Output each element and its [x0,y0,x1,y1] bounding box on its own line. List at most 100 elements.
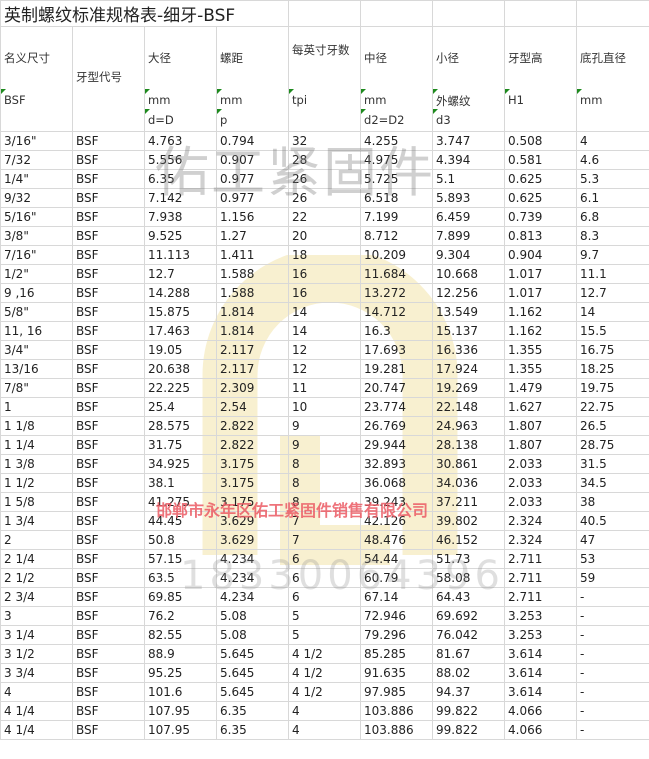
table-cell: 11, 16 [0,321,73,341]
table-cell: 99.822 [432,720,506,740]
table-cell: 17.693 [360,340,434,360]
table-row: 9/32 BSF 7.142 0.977 26 6.518 5.893 0.625 6.1 [0,188,649,208]
table-row: 1 5/8 BSF 41.275 3.175 8 39.243 37.211 2.033 38 [0,492,649,512]
table-cell: 8.712 [360,226,434,246]
table-cell: 1.479 [504,378,578,398]
header-symbol: d2=D2 [364,113,405,127]
table-cell: 94.37 [432,682,506,702]
table-row: 1/4" BSF 6.35 0.977 26 5.725 5.1 0.625 5.3 [0,169,649,189]
table-cell: 1.814 [215,321,290,341]
table-cell: 3.175 [215,454,290,474]
table-cell: 0.904 [504,245,578,265]
header-symbol: d3 [436,113,451,127]
table-cell: 4.763 [144,131,217,151]
table-cell: 24.963 [432,416,506,436]
table-cell: 95.25 [144,663,217,683]
table-cell: 19.281 [360,359,434,379]
table-row: 7/32 BSF 5.556 0.907 28 4.975 4.394 0.581 4.6 [0,150,649,170]
header-unit: tpi [292,93,308,107]
table-cell: 48.476 [360,530,434,550]
table-cell: 4 [0,682,73,702]
table-cell: 22 [288,207,362,227]
table-cell: 11 [288,378,362,398]
table-cell: 7/8" [0,378,73,398]
table-cell: 0.977 [215,188,290,208]
table-cell: BSF [72,549,145,569]
table-cell: 23.774 [360,397,434,417]
table-cell: BSF [72,359,145,379]
table-cell: 0.508 [504,131,578,151]
table-cell: 58.08 [432,568,506,588]
table-cell: 11.113 [144,245,217,265]
table-cell: 10.668 [432,264,506,284]
table-cell: 6 [288,549,362,569]
table-cell: 8 [288,473,362,493]
table-cell: 10.209 [360,245,434,265]
table-cell: 34.925 [144,454,217,474]
table-cell: 1 3/8 [0,454,73,474]
table-row: 4 BSF 101.6 5.645 4 1/2 97.985 94.37 3.614- [0,682,649,702]
table-cell: 4.394 [432,150,506,170]
table-cell: BSF [72,150,145,170]
table-cell: BSF [72,169,145,189]
table-cell: 5.556 [144,150,217,170]
table-cell: 34.5 [576,473,649,493]
header-unit: mm [148,93,171,107]
table-cell: 16 [288,264,362,284]
table-cell: 101.6 [144,682,217,702]
table-cell: BSF [72,492,145,512]
table-cell: 5.645 [215,682,290,702]
table-cell: 4.234 [215,549,290,569]
table-cell: BSF [72,226,145,246]
table-cell: 6.35 [215,701,290,721]
table-cell: 12.7 [576,283,649,303]
header-label: 每英寸牙数 [292,43,350,57]
table-cell: 1.355 [504,340,578,360]
table-cell: 38 [576,492,649,512]
table-cell: BSF [72,131,145,151]
table-cell: 1.588 [215,264,290,284]
table-cell: 4 1/4 [0,701,73,721]
table-cell: 6.459 [432,207,506,227]
comment-marker-icon [217,109,222,114]
table-cell: - [576,663,649,683]
table-cell: 60.79 [360,568,434,588]
table-cell: 51.73 [432,549,506,569]
table-row: 1 1/8 BSF 28.575 2.822 9 26.769 24.963 1.807 26.… [0,416,649,436]
header-unit: mm [580,93,603,107]
table-cell: 5.1 [432,169,506,189]
table-cell: BSF [72,473,145,493]
table-cell: 10 [288,397,362,417]
table-cell: 11.1 [576,264,649,284]
table-cell: 6 [288,587,362,607]
table-cell: BSF [72,701,145,721]
table-cell: - [576,720,649,740]
table-cell: 42.126 [360,511,434,531]
table-cell: 7.142 [144,188,217,208]
table-cell: 1.411 [215,245,290,265]
column-header: 中径 mm d2=D2 [360,26,434,132]
header-unit: 外螺纹 [436,94,471,108]
table-cell: 2 1/4 [0,549,73,569]
table-cell: 4 [288,701,362,721]
comment-marker-icon [1,89,6,94]
table-cell: BSF [72,321,145,341]
table-cell: 2.033 [504,473,578,493]
column-header: 小径 外螺纹 d3 [432,26,506,132]
table-cell: 6.8 [576,207,649,227]
table-cell: 5 [288,606,362,626]
comment-marker-icon [217,89,222,94]
table-cell: 4.234 [215,587,290,607]
table-cell: 40.5 [576,511,649,531]
table-cell: 14 [288,302,362,322]
table-cell: 6.518 [360,188,434,208]
table-cell: 6.35 [144,169,217,189]
table-cell: 14.288 [144,283,217,303]
header-label: 牙型高 [508,51,543,65]
header-unit: mm [220,93,243,107]
table-cell: 2.54 [215,397,290,417]
table-cell: 107.95 [144,720,217,740]
table-cell: 4.255 [360,131,434,151]
table-cell: BSF [72,454,145,474]
table-cell: 107.95 [144,701,217,721]
